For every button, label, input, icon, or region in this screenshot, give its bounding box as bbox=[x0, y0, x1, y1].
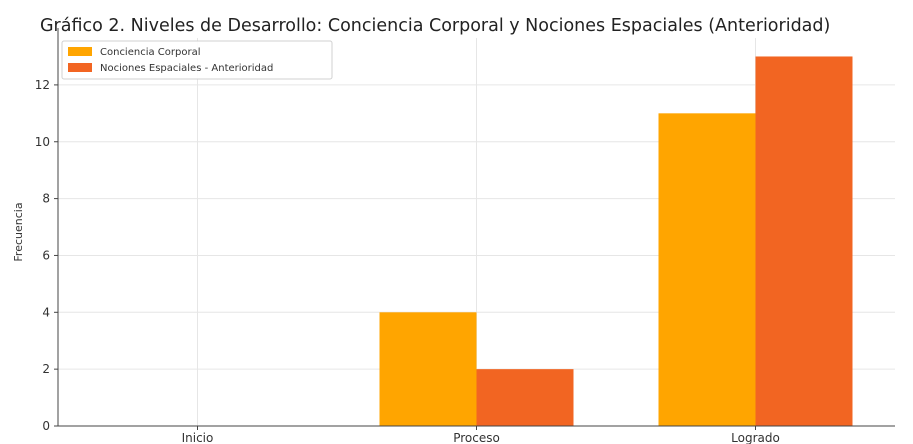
chart-title: Gráfico 2. Niveles de Desarrollo: Concie… bbox=[40, 16, 831, 36]
y-axis-label: Frecuencia bbox=[12, 202, 25, 261]
legend-swatch bbox=[68, 63, 92, 72]
legend: Conciencia Corporal Nociones Espaciales -… bbox=[61, 40, 333, 80]
legend-label: Conciencia Corporal bbox=[100, 47, 200, 58]
y-tick-label: 12 bbox=[35, 78, 50, 92]
y-tick-label: 8 bbox=[42, 192, 50, 206]
bar bbox=[476, 369, 574, 426]
y-tick-label: 0 bbox=[42, 419, 50, 433]
legend-swatch bbox=[68, 47, 92, 56]
legend-box bbox=[61, 40, 333, 80]
bar bbox=[755, 56, 853, 426]
bar bbox=[379, 312, 477, 426]
y-tick-label: 2 bbox=[42, 362, 50, 376]
y-tick-label: 4 bbox=[42, 305, 50, 319]
x-tick-label: Proceso bbox=[453, 431, 500, 444]
bar bbox=[658, 113, 756, 427]
x-tick-label: Inicio bbox=[182, 431, 214, 444]
axes: 0 2 4 6 8 10 12 Inicio Proceso Logrado Frecuencia bbox=[12, 28, 895, 444]
y-tick-label: 10 bbox=[35, 135, 50, 149]
legend-label: Nociones Espaciales - Anterioridad bbox=[100, 63, 273, 74]
y-tick-label: 6 bbox=[42, 248, 50, 262]
x-tick-label: Logrado bbox=[731, 431, 780, 444]
bars bbox=[379, 56, 853, 427]
